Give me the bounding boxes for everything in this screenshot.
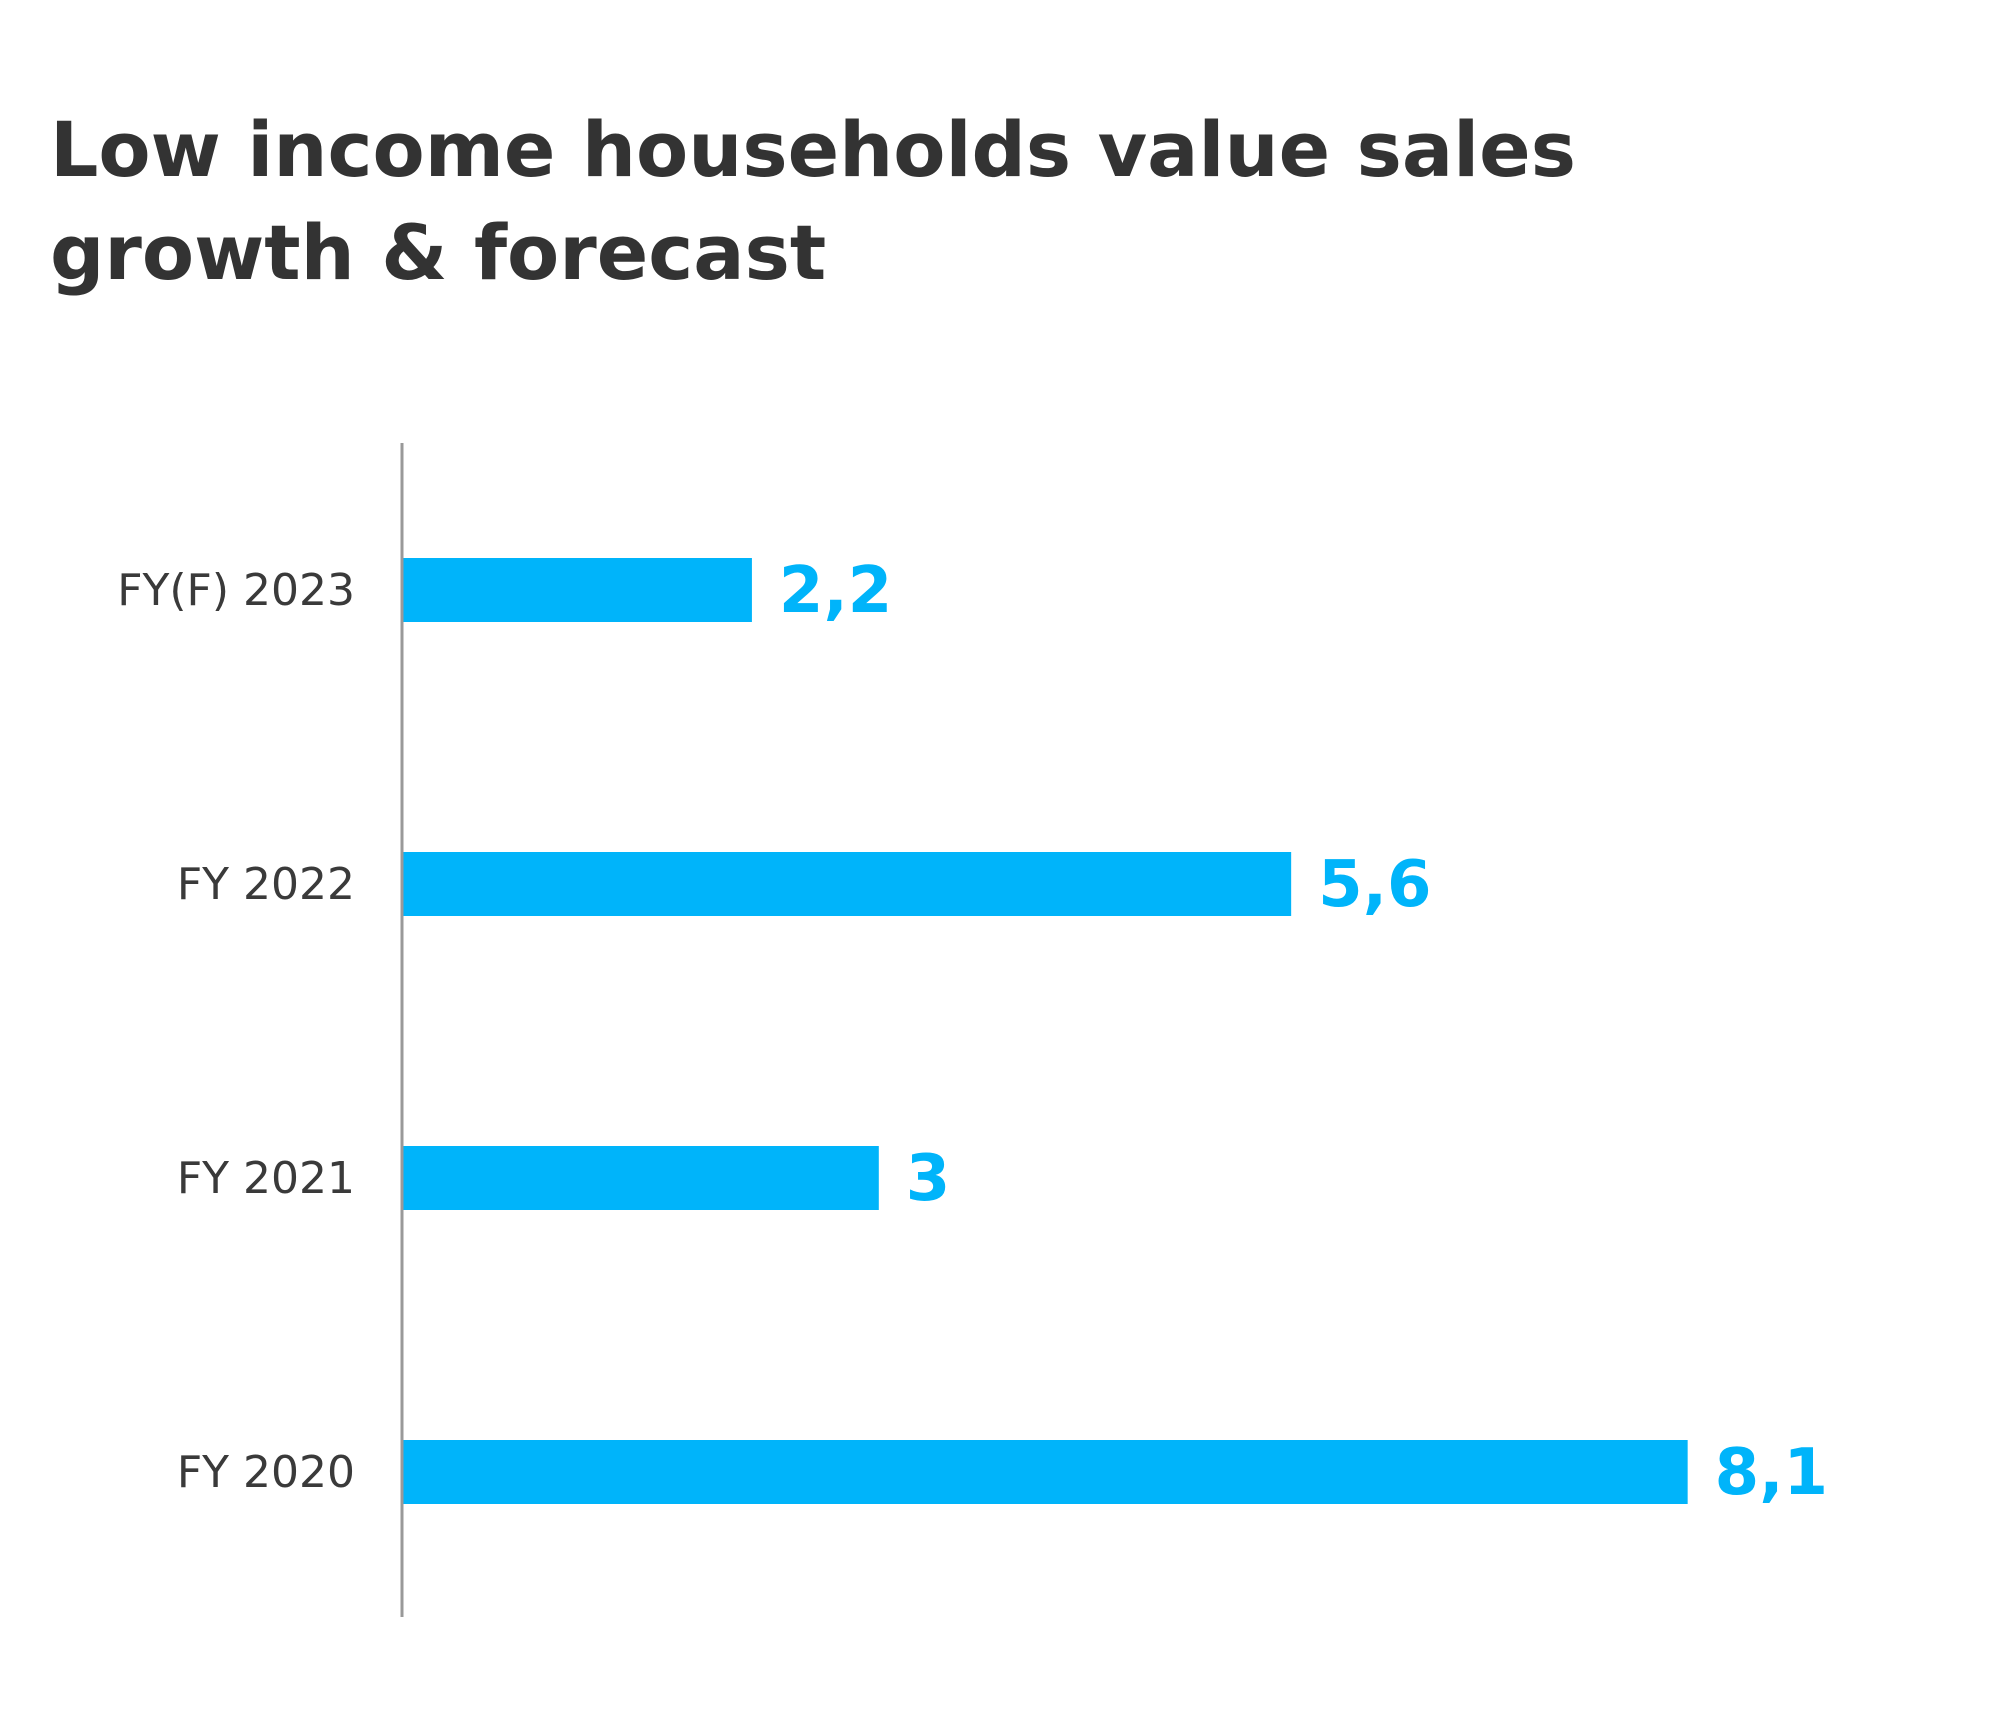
value-label: 3 [906,1142,951,1216]
bars-layer: FY(F) 2023 2,2 FY 2022 5,6 FY 2021 3 FY 2020 8,… [117,554,1828,1510]
category-label: FY 2020 [177,1447,355,1498]
bar [403,852,1292,916]
bar [403,1440,1688,1504]
chart-title: Low income households value sales growth… [50,105,1576,297]
bar [403,1146,879,1210]
bar [403,558,752,622]
value-label: 5,6 [1318,848,1431,922]
category-label: FY 2021 [177,1153,355,1204]
value-label: 2,2 [779,554,892,628]
category-label: FY(F) 2023 [117,565,355,616]
value-label: 8,1 [1715,1436,1828,1510]
category-label: FY 2022 [177,859,355,910]
